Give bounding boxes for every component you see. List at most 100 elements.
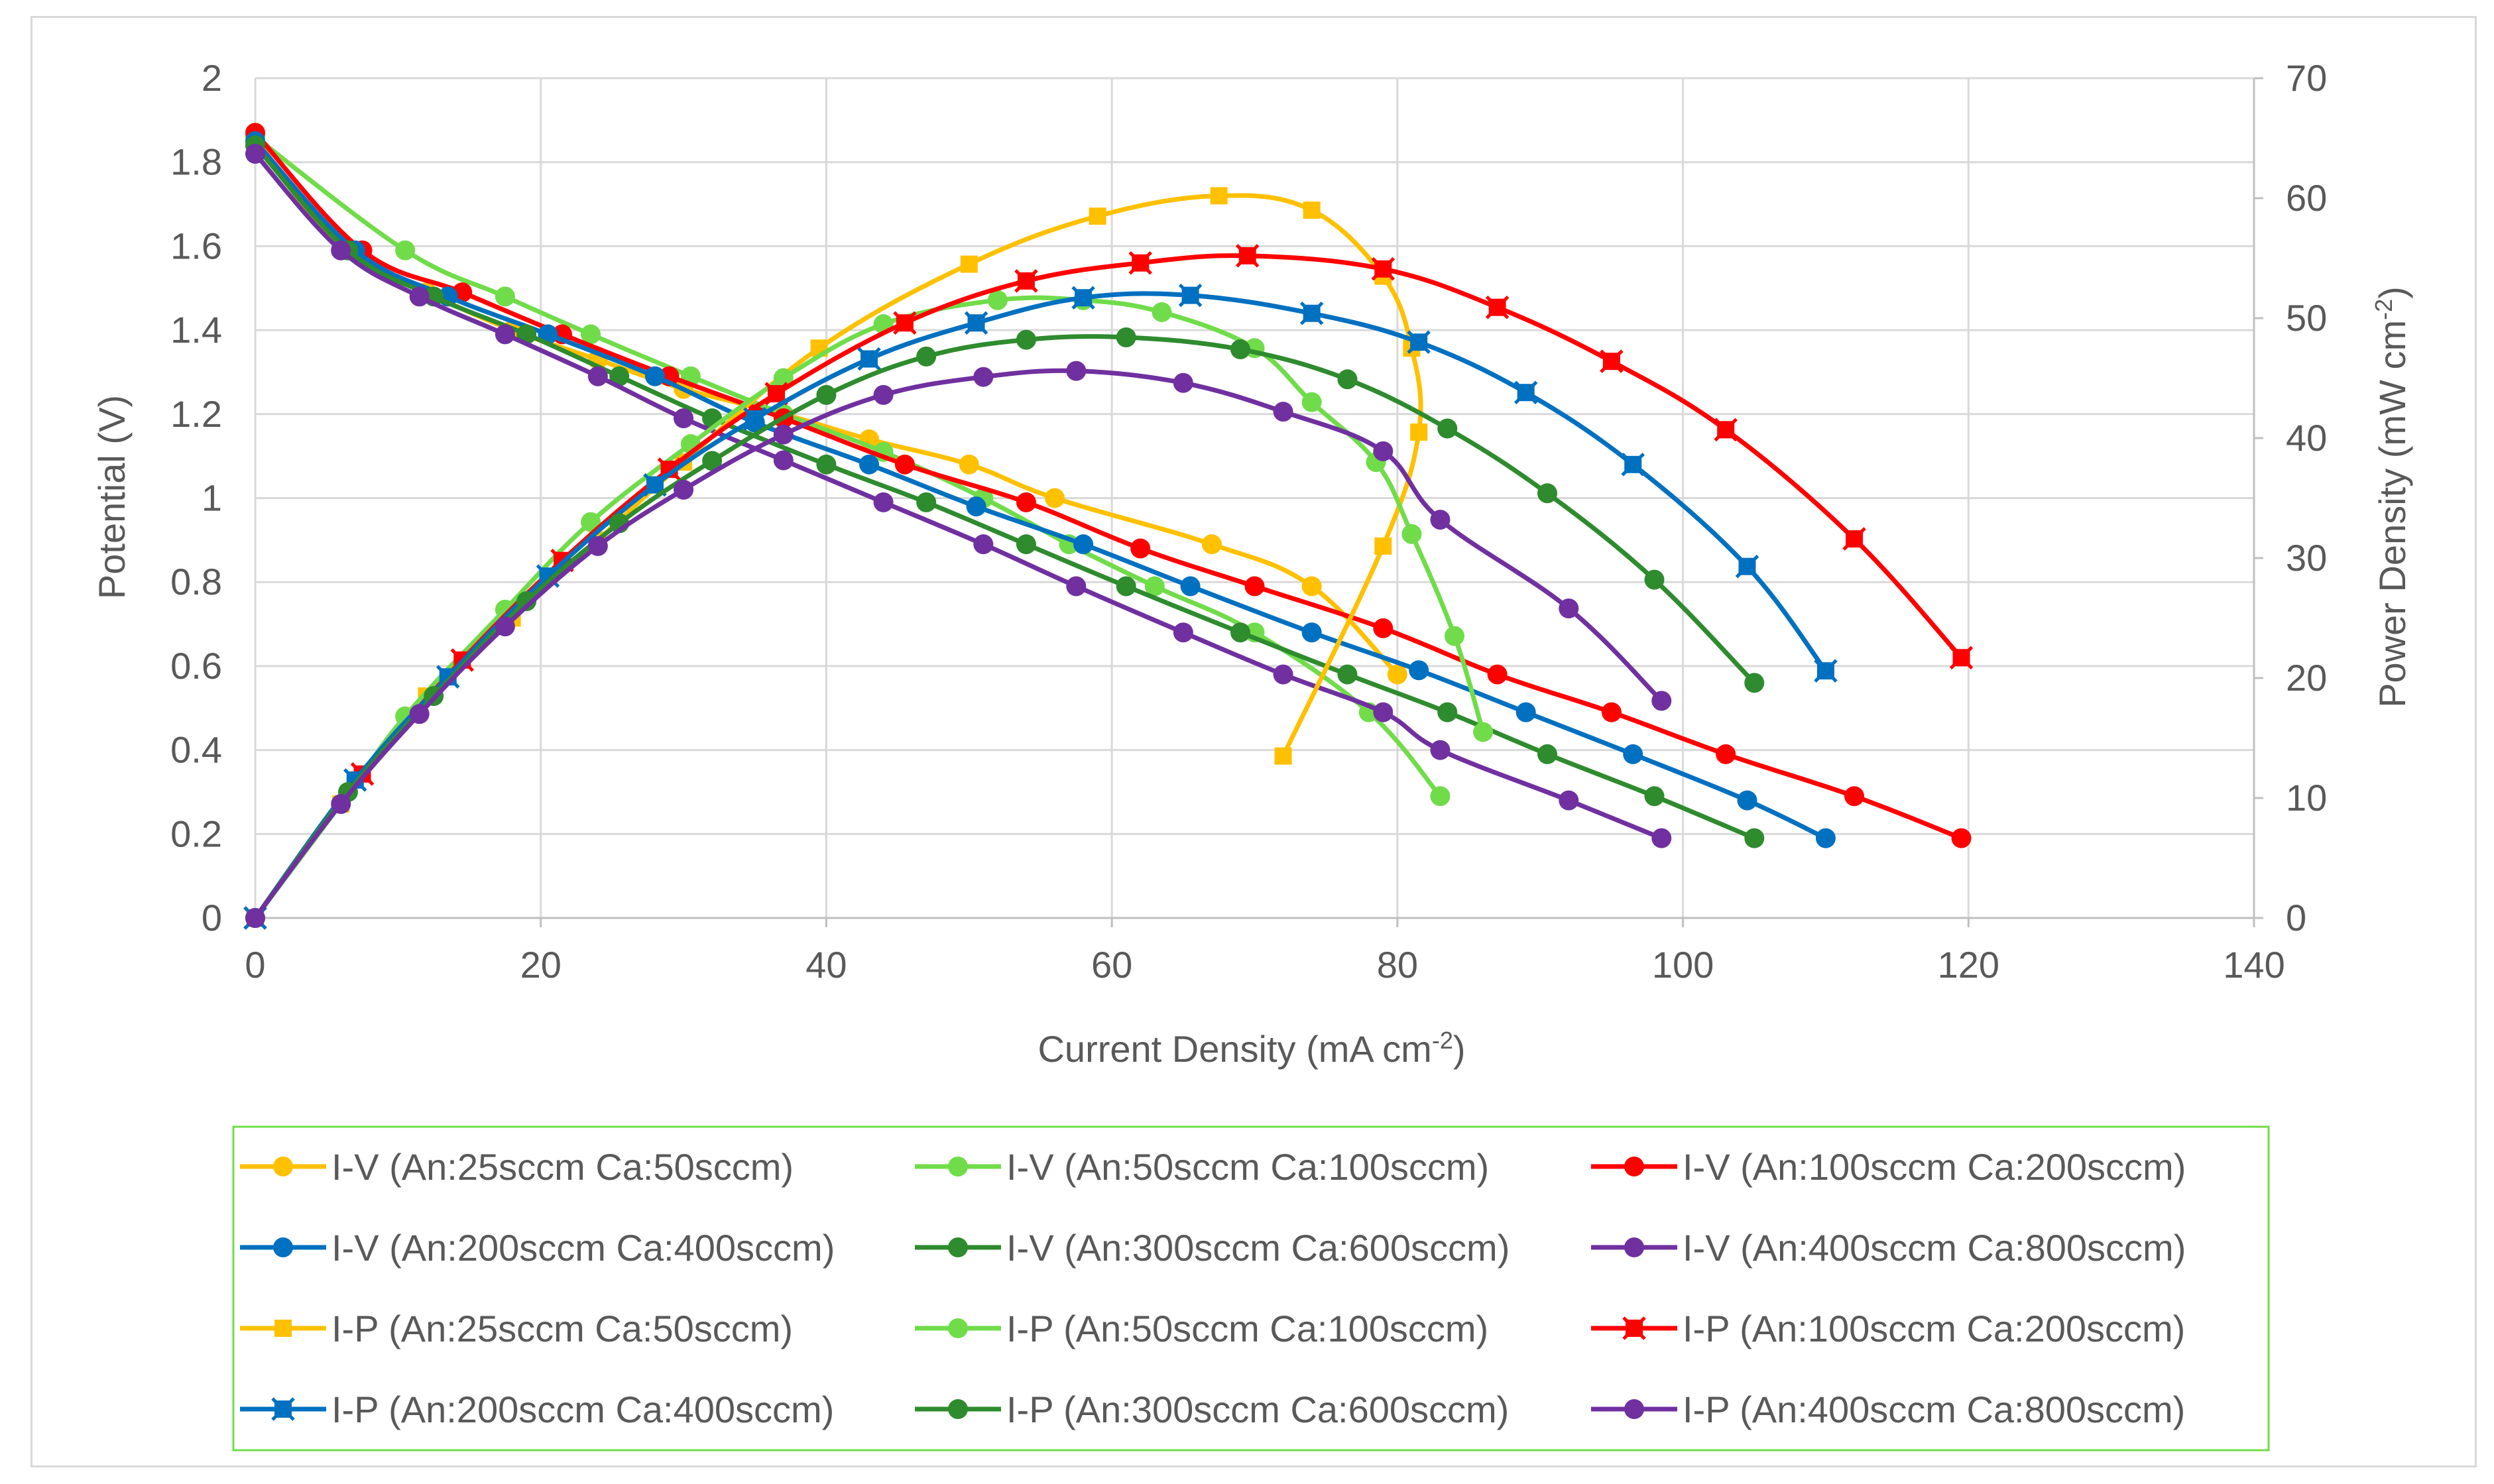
data-point [1437, 418, 1458, 439]
legend-label: I-P (An:50sccm Ca:100sccm) [1006, 1308, 1488, 1349]
legend-marker [274, 1320, 292, 1337]
data-point [674, 479, 694, 500]
legend-box [232, 1125, 2270, 1452]
data-point [1487, 664, 1508, 685]
x-tick-label: 80 [1377, 944, 1418, 986]
series-line [253, 143, 1757, 841]
data-point [1387, 664, 1407, 685]
legend-marker [273, 1157, 293, 1176]
tick-labels: 00.20.40.60.811.21.41.61.820 20 40 60 80 100 1… [170, 57, 2327, 986]
series-iv-5 [245, 144, 1672, 848]
data-point [516, 591, 537, 612]
data-point [893, 311, 917, 335]
data-point [1621, 453, 1645, 477]
x-tick-label: 0 [245, 944, 265, 986]
series-iv-3 [245, 131, 1836, 848]
data-point [1815, 828, 1836, 848]
axes [254, 77, 2263, 927]
series-ip-9 [243, 283, 1838, 930]
y-tick-label: 1 [202, 477, 222, 519]
series-ip-11 [245, 361, 1672, 928]
data-point [1178, 283, 1203, 308]
y-tick-label: 0.6 [170, 645, 222, 687]
data-point [966, 496, 986, 517]
data-point [1651, 828, 1672, 848]
data-point [873, 492, 894, 512]
legend-label: I-V (An:50sccm Ca:100sccm) [1006, 1146, 1489, 1188]
legend-label: I-V (An:200sccm Ca:400sccm) [331, 1227, 835, 1269]
data-point [1337, 369, 1358, 390]
y2-tick-label: 30 [2286, 537, 2327, 579]
data-point [1373, 702, 1394, 722]
data-point [1373, 618, 1394, 638]
data-point [1301, 576, 1322, 597]
data-point [1337, 664, 1358, 685]
data-point [1485, 295, 1510, 319]
series-line [253, 368, 1664, 921]
data-point [331, 794, 351, 815]
data-point [1273, 402, 1293, 422]
data-point [1303, 201, 1321, 219]
data-point [495, 616, 515, 637]
data-point [1066, 361, 1087, 381]
data-point [1430, 510, 1451, 530]
legend-item: I-V (An:100sccm Ca:200sccm) [1591, 1146, 2186, 1188]
data-point [674, 408, 694, 429]
y-tick-label: 2 [202, 57, 222, 99]
y-tick-label: 0 [202, 897, 222, 939]
data-point [1014, 269, 1038, 293]
data-point [1716, 744, 1736, 764]
data-point [1744, 673, 1765, 693]
legend-item: I-V (An:300sccm Ca:600sccm) [915, 1227, 1510, 1269]
y-tick-label: 0.8 [170, 561, 222, 602]
data-point [1437, 702, 1458, 722]
data-point [1559, 790, 1579, 811]
data-point [1644, 569, 1665, 590]
y-tick-label: 1.6 [170, 225, 222, 266]
data-point [1235, 244, 1260, 268]
data-point [742, 407, 767, 431]
x-tick-label: 120 [1938, 944, 1999, 986]
data-point [331, 240, 351, 260]
data-point [1016, 329, 1036, 350]
data-point [702, 451, 723, 471]
data-point [916, 492, 937, 512]
data-point [1144, 576, 1165, 597]
legend-marker [948, 1157, 968, 1176]
y-tick-label: 0.2 [170, 813, 222, 854]
legend-marker [948, 1237, 968, 1257]
data-point [581, 512, 601, 532]
legend-item: I-V (An:50sccm Ca:100sccm) [915, 1146, 1489, 1188]
series-iv-2 [245, 123, 1972, 848]
series-line [253, 151, 1664, 841]
legend-item: I-P (An:400sccm Ca:800sccm) [1591, 1389, 2185, 1430]
data-point [1016, 534, 1036, 555]
data-point [1514, 380, 1538, 404]
data-point [1600, 349, 1624, 373]
legend-label: I-P (An:300sccm Ca:600sccm) [1006, 1389, 1509, 1430]
data-point [1537, 744, 1557, 764]
data-point [1951, 828, 1972, 848]
data-point [1949, 646, 1974, 669]
data-point [409, 286, 430, 307]
x-tick-label: 100 [1652, 944, 1714, 986]
y-tick-label: 0.4 [170, 729, 222, 771]
data-point [1071, 286, 1095, 310]
data-point [1559, 599, 1579, 619]
data-point [959, 454, 979, 475]
legend-item: I-V (An:400sccm Ca:800sccm) [1591, 1227, 2186, 1269]
data-point [409, 704, 430, 724]
data-point [773, 368, 794, 388]
data-point [964, 311, 988, 335]
y2-tick-label: 70 [2286, 57, 2327, 99]
series-line [253, 295, 1486, 921]
x-tick-label: 20 [520, 944, 562, 986]
data-point [1180, 576, 1201, 597]
data-point [1430, 786, 1451, 807]
legend-label: I-V (An:400sccm Ca:800sccm) [1683, 1227, 2186, 1269]
y2-tick-label: 50 [2286, 297, 2327, 339]
data-point [973, 534, 994, 555]
data-point [873, 384, 894, 405]
data-point [916, 346, 937, 367]
